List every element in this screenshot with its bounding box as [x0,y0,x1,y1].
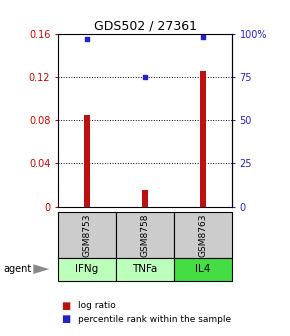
Text: TNFa: TNFa [132,264,158,274]
Point [143,74,147,80]
Polygon shape [33,264,49,274]
Text: log ratio: log ratio [78,301,116,310]
Point [85,36,89,41]
Text: ■: ■ [61,301,70,311]
Point [201,34,205,40]
Text: GSM8753: GSM8753 [82,213,92,257]
Text: agent: agent [3,264,31,274]
Text: GSM8758: GSM8758 [140,213,150,257]
Text: IFNg: IFNg [75,264,99,274]
Text: IL4: IL4 [195,264,211,274]
Title: GDS502 / 27361: GDS502 / 27361 [93,19,197,33]
Text: ■: ■ [61,314,70,324]
Bar [142,191,148,207]
Text: GSM8763: GSM8763 [198,213,208,257]
Bar [200,72,206,207]
Text: percentile rank within the sample: percentile rank within the sample [78,315,231,324]
Bar [84,115,90,207]
